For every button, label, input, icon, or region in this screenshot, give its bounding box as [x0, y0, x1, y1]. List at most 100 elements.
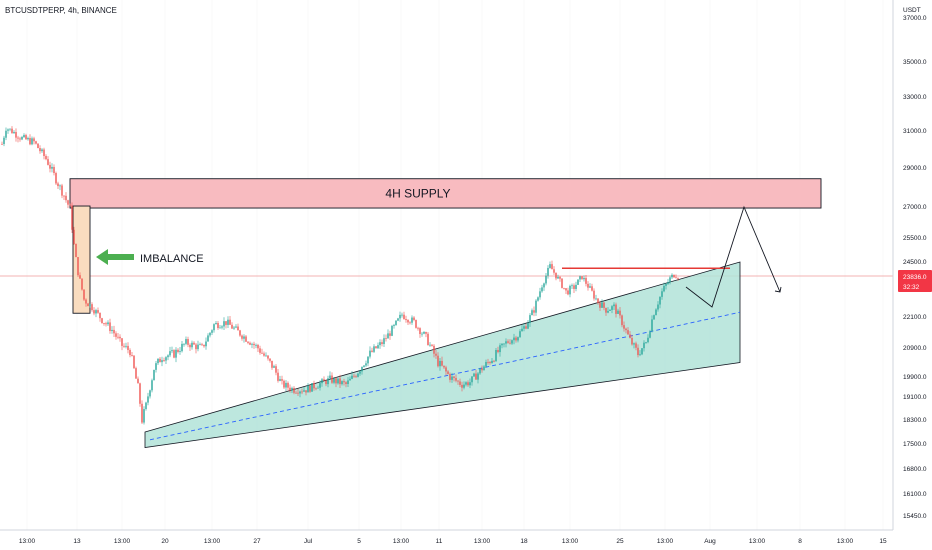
candle-body [435, 353, 437, 356]
candle-body [635, 343, 637, 348]
price-axis-currency: USDT [903, 7, 921, 14]
candle-body [93, 310, 95, 314]
candle-body [283, 380, 285, 388]
candle-body [597, 298, 599, 304]
price-tick-label: 20900.0 [903, 345, 927, 352]
candle-body [451, 376, 453, 380]
candle-body [235, 326, 237, 328]
candle-body [139, 383, 141, 404]
candle-body [275, 366, 277, 373]
candle-body [155, 363, 157, 370]
candle-body [205, 341, 207, 347]
candle-body [313, 383, 315, 389]
candle-body [453, 376, 455, 378]
price-tick-label: 19900.0 [903, 374, 927, 381]
candle-body [63, 195, 65, 197]
candle-body [207, 335, 209, 342]
price-axis-ticks: 37000.0 35000.0 33000.0 31000.0 29000.0 27000… [903, 15, 927, 520]
candle-body [491, 360, 493, 364]
candle-body [515, 337, 517, 341]
candle-body [329, 375, 331, 379]
time-tick-label: 13:00 [474, 538, 491, 545]
candle-body [127, 345, 129, 350]
candle-body [179, 351, 181, 353]
candle-body [357, 373, 359, 377]
candle-body [305, 390, 307, 393]
candle-body [293, 387, 295, 393]
candle-body [411, 317, 413, 323]
candle-body [321, 379, 323, 384]
candle-body [265, 355, 267, 357]
candle-body [237, 326, 239, 331]
candle-body [65, 195, 67, 201]
candle-body [465, 382, 467, 385]
candle-body [111, 329, 113, 331]
candle-body [297, 392, 299, 394]
candle-body [323, 379, 325, 381]
time-tick-label: 13:00 [749, 538, 766, 545]
candle-body [317, 387, 319, 389]
candle-body [281, 379, 283, 381]
candle-body [487, 361, 489, 363]
candle-body [37, 143, 39, 149]
candle-body [315, 388, 317, 390]
candle-body [511, 340, 513, 344]
candle-body [149, 390, 151, 397]
candle-body [29, 138, 31, 145]
candle-body [643, 342, 645, 349]
candle-body [545, 275, 547, 284]
candle-body [615, 304, 617, 314]
candle-body [371, 350, 373, 352]
candle-body [463, 384, 465, 388]
candle-body [43, 149, 45, 157]
candle-body [97, 310, 99, 313]
candle-body [601, 302, 603, 308]
candle-body [535, 300, 537, 313]
time-tick-label: 13:00 [562, 538, 579, 545]
candle-body [583, 277, 585, 280]
time-tick-label: 13:00 [837, 538, 854, 545]
candle-body [241, 335, 243, 339]
candle-body [627, 330, 629, 335]
candle-body [157, 358, 159, 364]
candle-body [533, 310, 535, 313]
price-tick-label: 18300.0 [903, 417, 927, 424]
candle-body [25, 135, 27, 140]
candle-body [245, 336, 247, 342]
price-tick-label: 37000.0 [903, 15, 927, 22]
price-tick-label: 19100.0 [903, 394, 927, 401]
candle-body [569, 285, 571, 295]
time-tick-label: 27 [253, 538, 261, 545]
candle-body [249, 342, 251, 345]
time-tick-label: 11 [436, 538, 443, 545]
candle-body [405, 319, 407, 321]
candle-body [91, 304, 93, 311]
candle-body [11, 128, 13, 134]
candle-body [401, 314, 403, 316]
candle-body [5, 130, 7, 138]
candle-body [659, 296, 661, 305]
candle-body [45, 156, 47, 160]
candle-body [35, 141, 37, 144]
candle-body [521, 328, 523, 332]
candle-body [109, 322, 111, 331]
candle-body [53, 166, 55, 174]
candle-body [393, 324, 395, 326]
candle-body [165, 357, 167, 361]
candle-body [455, 377, 457, 381]
symbol-header: BTCUSDTPERP, 4h, BINANCE [5, 6, 117, 15]
candle-body [629, 334, 631, 338]
candle-body [211, 330, 213, 333]
candle-body [457, 380, 459, 382]
candle-body [367, 356, 369, 364]
candle-body [669, 277, 671, 283]
candle-body [587, 283, 589, 288]
candle-body [301, 391, 303, 393]
candle-body [103, 323, 105, 324]
candle-body [663, 285, 665, 292]
candle-body [459, 381, 461, 385]
candle-body [333, 378, 335, 383]
candle-body [493, 360, 495, 362]
candle-body [233, 327, 235, 329]
